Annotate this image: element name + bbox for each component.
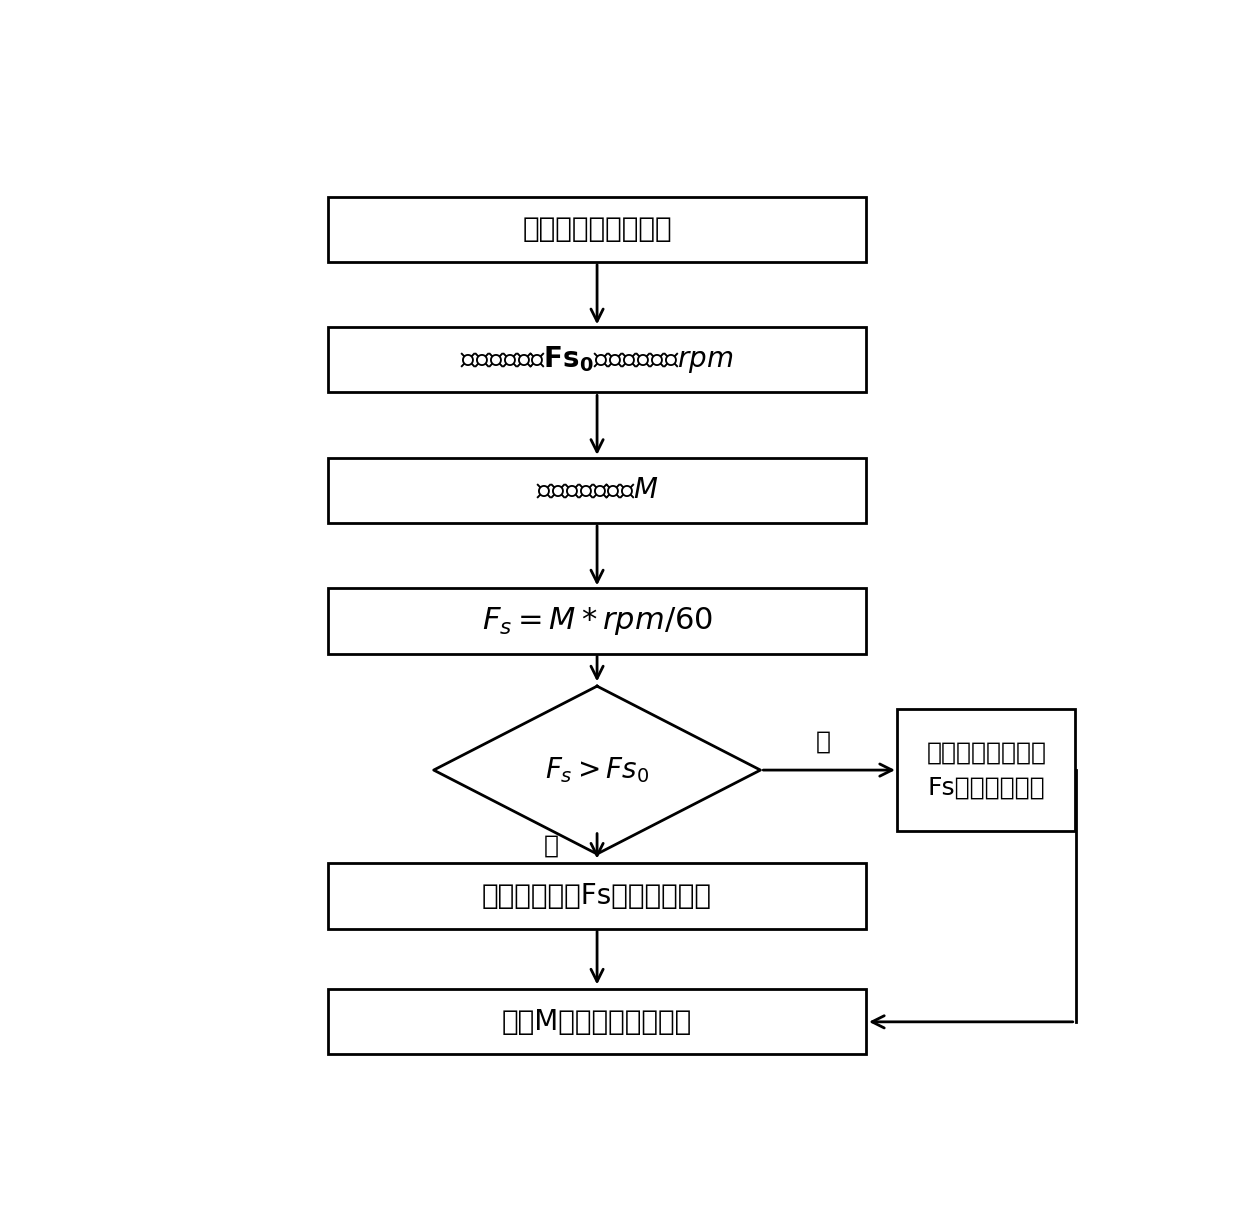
Bar (327, 589, 867, 654)
Text: 是: 是 (543, 833, 558, 857)
Bar (327, 327, 867, 392)
Text: $\mathit{F_s} > \mathit{Fs_0}$: $\mathit{F_s} > \mathit{Fs_0}$ (544, 756, 650, 785)
Text: 减少振动采样值使
Fs减少至所需值: 减少振动采样值使 Fs减少至所需值 (926, 740, 1047, 799)
Text: 使用插值法将Fs提高至所需值: 使用插值法将Fs提高至所需值 (482, 882, 712, 909)
Text: 否: 否 (816, 729, 831, 753)
Bar (898, 710, 1075, 831)
Text: $\mathbf{\mathit{F_s = M * rpm/60}}$: $\mathbf{\mathit{F_s = M * rpm/60}}$ (481, 604, 713, 637)
Text: 获得M一定的重采样信号: 获得M一定的重采样信号 (502, 1008, 692, 1035)
Text: 导入转速及振动信号: 导入转速及振动信号 (522, 216, 672, 243)
Bar (327, 989, 867, 1055)
Bar (327, 458, 867, 523)
Polygon shape (434, 687, 760, 854)
Bar (327, 863, 867, 929)
Bar (327, 196, 867, 262)
Text: 已知采样频率$\mathbf{Fs_0}$和各时刻转速$\mathit{rpm}$: 已知采样频率$\mathbf{Fs_0}$和各时刻转速$\mathit{rpm}… (460, 344, 734, 375)
Text: 确定每转采样数$\mathit{M}$: 确定每转采样数$\mathit{M}$ (536, 476, 658, 504)
